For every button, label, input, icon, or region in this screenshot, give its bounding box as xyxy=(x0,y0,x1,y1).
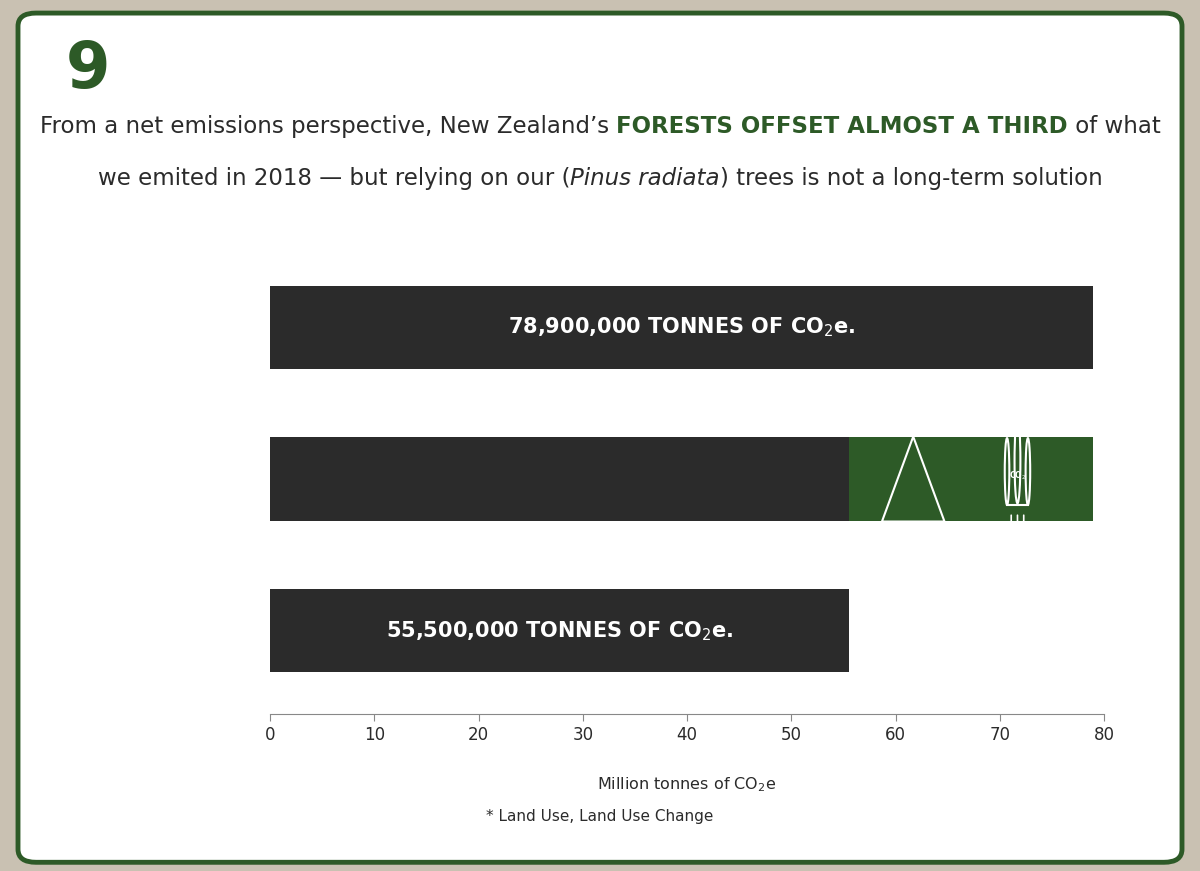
Text: 55,500,000 TONNES OF CO$_2$e.: 55,500,000 TONNES OF CO$_2$e. xyxy=(385,619,733,643)
Text: we emited in 2018 — but relying on our (: we emited in 2018 — but relying on our ( xyxy=(97,167,570,190)
Text: of what: of what xyxy=(1068,115,1160,138)
Text: Pinus radiata: Pinus radiata xyxy=(570,167,720,190)
FancyBboxPatch shape xyxy=(18,13,1182,862)
Text: Million tonnes of CO$_2$e: Million tonnes of CO$_2$e xyxy=(598,775,776,793)
Bar xyxy=(848,437,1092,521)
Bar xyxy=(270,286,1092,369)
Text: From a net emissions perspective, New Zealand’s: From a net emissions perspective, New Ze… xyxy=(40,115,616,138)
Bar xyxy=(270,589,848,672)
Text: 9: 9 xyxy=(66,39,110,101)
Text: * Land Use, Land Use Change: * Land Use, Land Use Change xyxy=(486,809,714,825)
Text: 78,900,000 TONNES OF CO$_2$e.: 78,900,000 TONNES OF CO$_2$e. xyxy=(508,315,854,339)
Bar xyxy=(270,437,848,521)
Text: FORESTS OFFSET ALMOST A THIRD: FORESTS OFFSET ALMOST A THIRD xyxy=(616,115,1068,138)
Text: CO$_2$: CO$_2$ xyxy=(1009,469,1026,483)
Text: ) trees is not a long-term solution: ) trees is not a long-term solution xyxy=(720,167,1103,190)
